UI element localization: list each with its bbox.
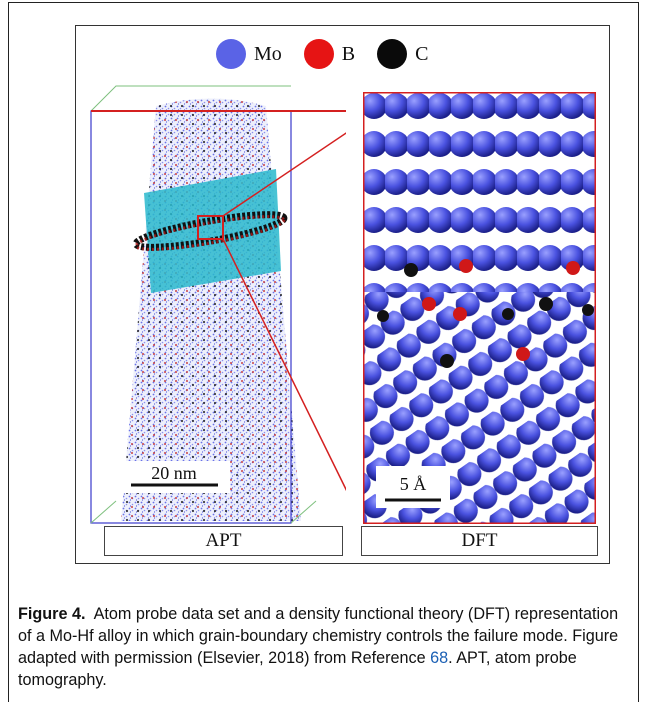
c-atom-icon [377, 39, 408, 69]
legend-item-c: C [377, 39, 428, 69]
apt-scale-bar-label: 20 nm [151, 463, 197, 483]
dft-panel-label: DFT [361, 526, 598, 556]
legend-label-b: B [341, 42, 356, 65]
legend: Mo B C [216, 34, 428, 74]
figure-caption: Figure 4. Atom probe data set and a dens… [18, 603, 630, 691]
caption-text: Atom probe data set and a density functi… [18, 605, 619, 667]
caption-text-end: . APT, atom probe tomography. [18, 649, 577, 689]
dft-atomic-model-image: 5 Å [363, 92, 596, 524]
reference-link[interactable]: 68 [430, 649, 449, 667]
dft-scale-bar-label: 5 Å [400, 474, 427, 494]
figure-panel: Mo B C [75, 25, 610, 564]
apt-panel-label: APT [104, 526, 343, 556]
legend-item-b: B [303, 39, 356, 69]
mo-atom-icon [216, 39, 246, 69]
legend-item-mo: Mo [216, 39, 282, 69]
b-atom-icon [303, 39, 334, 69]
figure-frame [8, 2, 639, 702]
figure-number: Figure 4. [18, 605, 86, 623]
legend-label-c: C [415, 42, 429, 65]
legend-label-mo: Mo [254, 42, 282, 65]
apt-reconstruction-image: 20 nm [90, 85, 346, 524]
